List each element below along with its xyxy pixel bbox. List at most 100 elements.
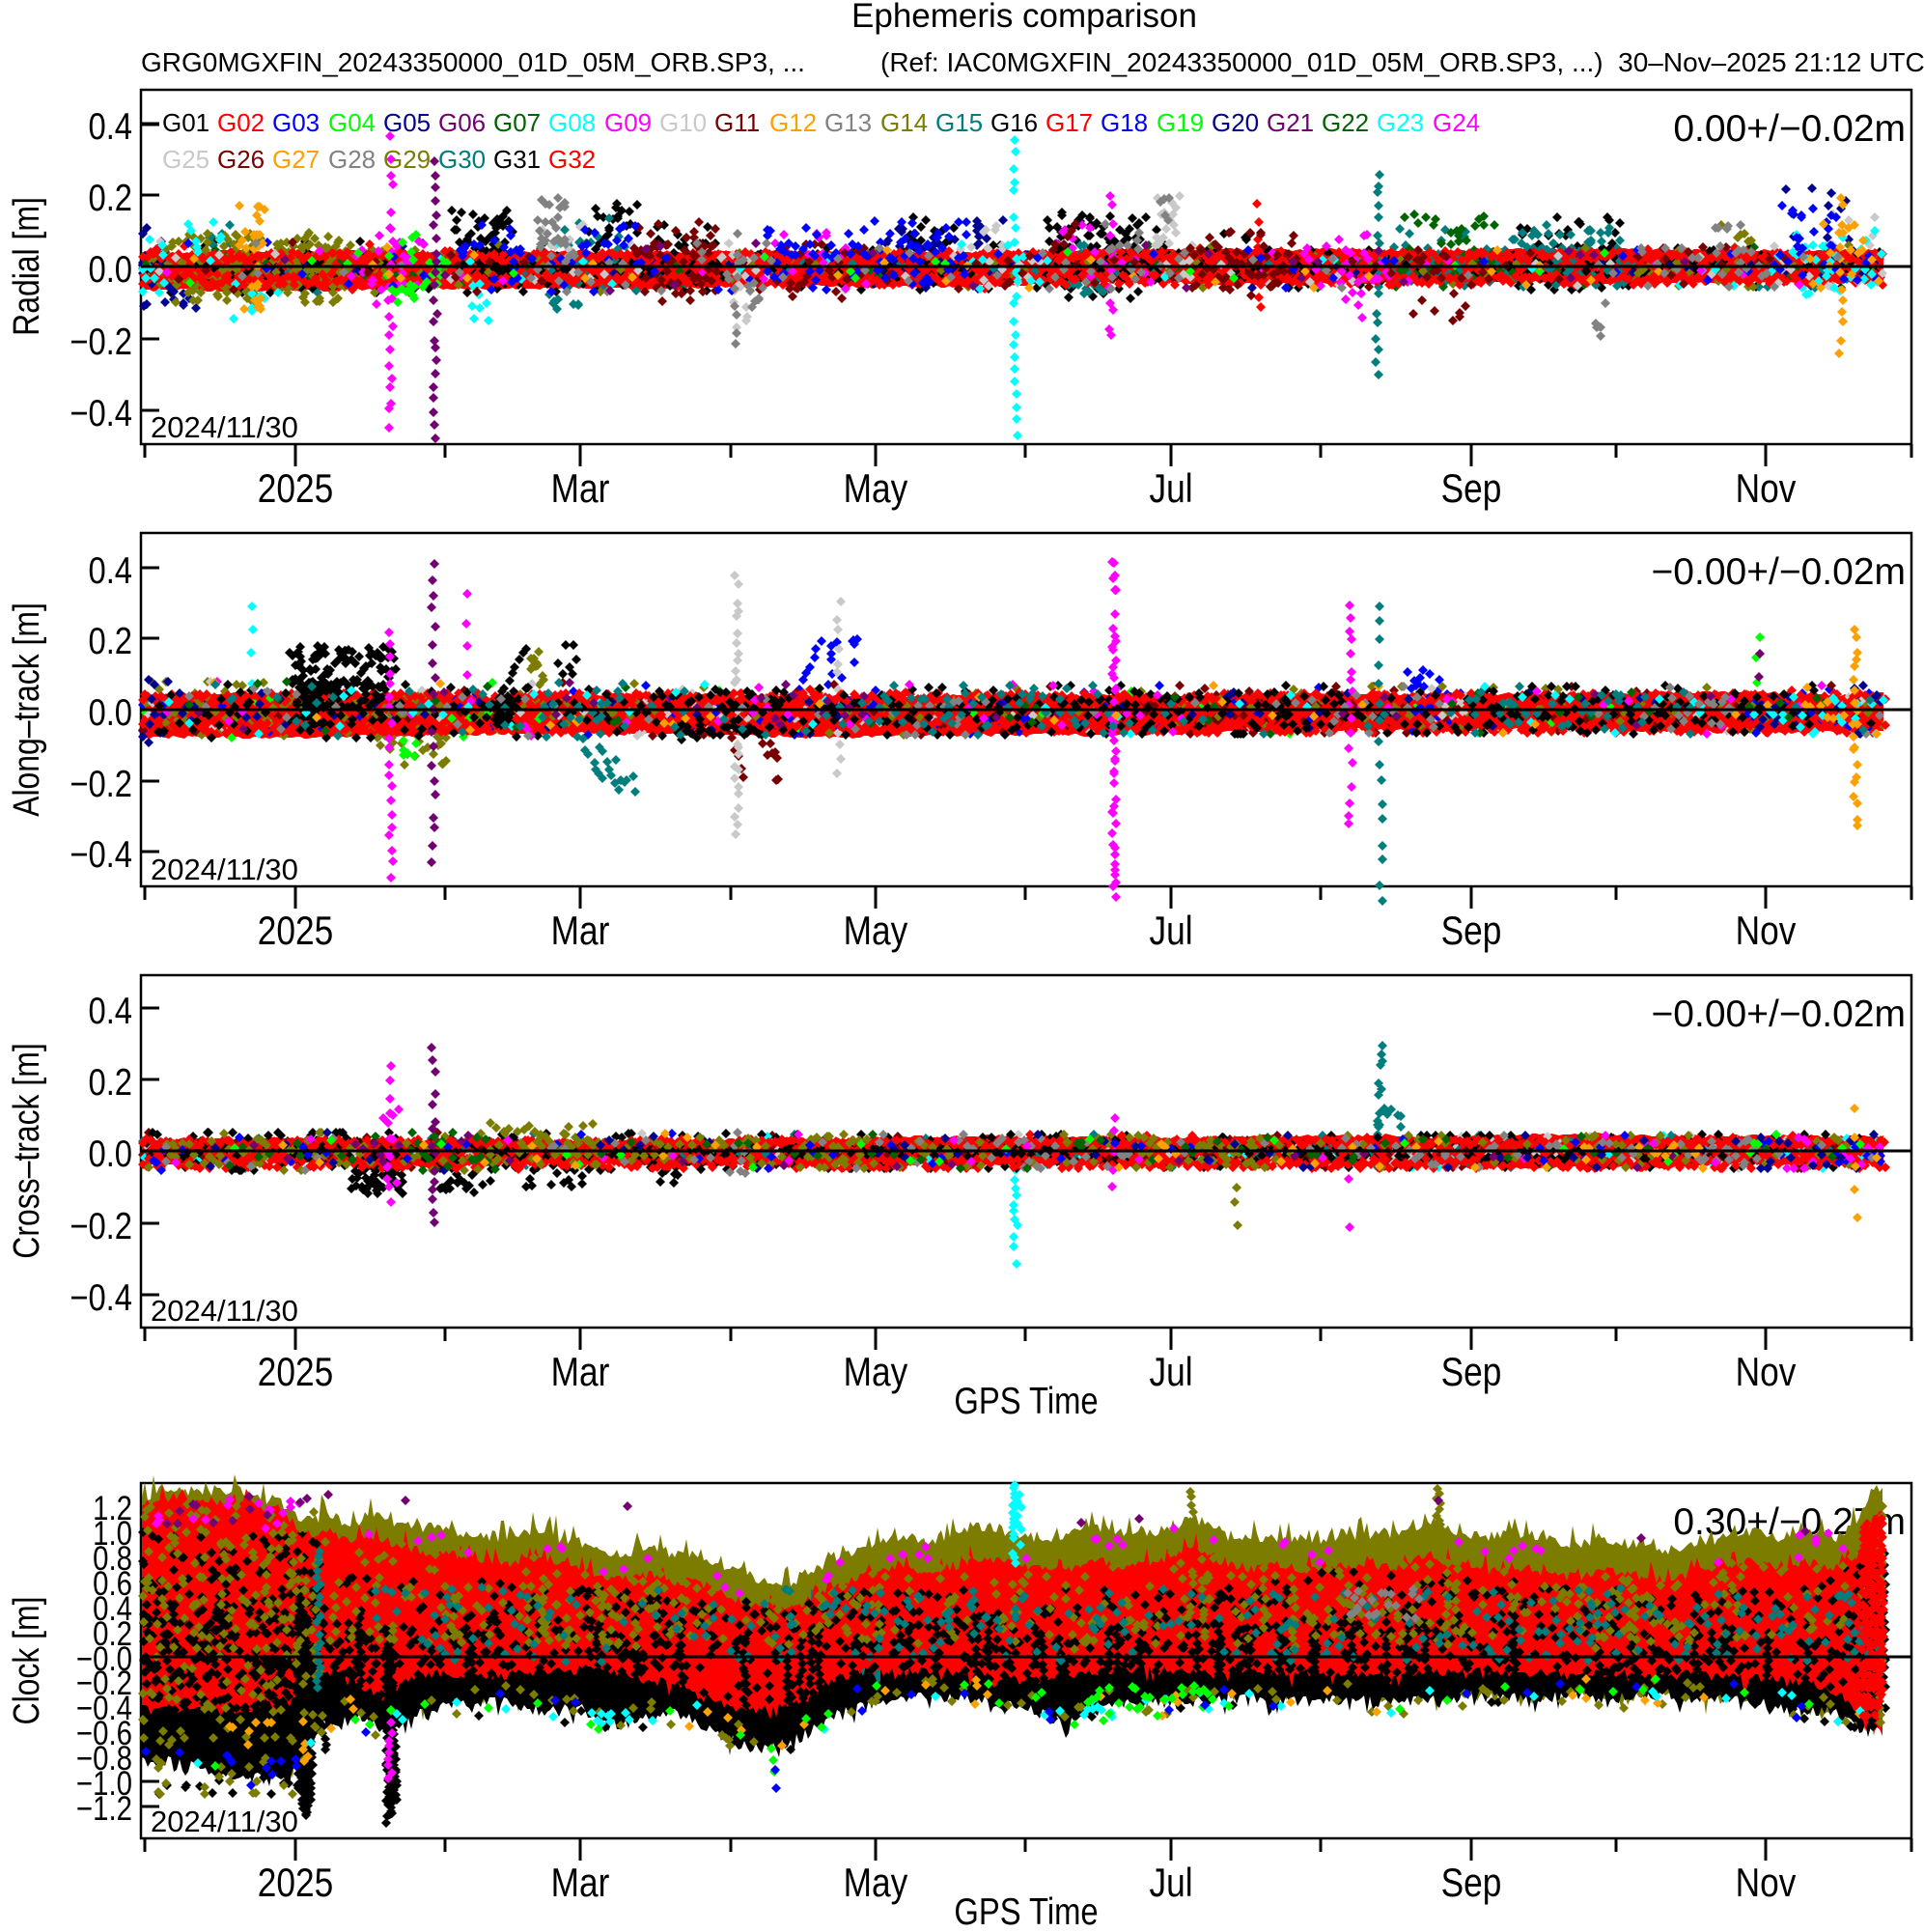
svg-text:G23: G23: [1377, 108, 1424, 137]
svg-text:1.0: 1.0: [93, 1515, 132, 1553]
svg-text:−0.4: −0.4: [70, 1275, 132, 1318]
svg-text:Ephemeris comparison: Ephemeris comparison: [851, 0, 1197, 35]
svg-text:2024/11/30: 2024/11/30: [151, 1294, 298, 1328]
svg-text:−1.2: −1.2: [76, 1790, 132, 1828]
svg-text:G03: G03: [272, 108, 320, 137]
svg-text:May: May: [844, 466, 908, 512]
svg-text:G27: G27: [272, 145, 320, 174]
svg-text:Cross–track [m]: Cross–track [m]: [6, 1043, 46, 1258]
svg-text:G15: G15: [935, 108, 983, 137]
svg-text:Nov: Nov: [1736, 466, 1797, 512]
svg-text:−0.2: −0.2: [70, 1204, 132, 1246]
svg-text:G02: G02: [217, 108, 265, 137]
svg-text:−0.00+/−0.02m: −0.00+/−0.02m: [1652, 551, 1906, 593]
svg-text:GPS Time: GPS Time: [954, 1890, 1098, 1932]
svg-text:0.4: 0.4: [88, 989, 132, 1031]
svg-text:Mar: Mar: [551, 1350, 610, 1395]
svg-text:0.4: 0.4: [93, 1590, 132, 1628]
svg-text:G14: G14: [880, 108, 928, 137]
svg-text:2024/11/30: 2024/11/30: [151, 853, 298, 886]
svg-text:0.4: 0.4: [88, 548, 132, 591]
svg-text:Radial [m]: Radial [m]: [6, 197, 46, 336]
svg-text:G11: G11: [714, 108, 760, 137]
svg-text:0.00+/−0.02m: 0.00+/−0.02m: [1673, 108, 1906, 150]
svg-text:0.2: 0.2: [93, 1615, 132, 1653]
svg-text:Nov: Nov: [1736, 1861, 1797, 1906]
svg-text:Jul: Jul: [1149, 466, 1192, 512]
svg-text:Mar: Mar: [551, 909, 610, 954]
svg-text:Jul: Jul: [1149, 1350, 1192, 1395]
svg-text:G12: G12: [769, 108, 817, 137]
svg-text:G16: G16: [990, 108, 1038, 137]
svg-text:0.4: 0.4: [88, 104, 132, 147]
svg-text:0.2: 0.2: [88, 176, 132, 218]
svg-text:−0.8: −0.8: [76, 1740, 132, 1778]
svg-text:Sep: Sep: [1441, 466, 1502, 512]
svg-text:0.0: 0.0: [88, 1132, 132, 1174]
svg-text:G24: G24: [1433, 108, 1480, 137]
svg-text:Sep: Sep: [1441, 1861, 1502, 1906]
svg-text:May: May: [844, 909, 908, 954]
svg-text:G19: G19: [1157, 108, 1204, 137]
svg-text:G20: G20: [1212, 108, 1259, 137]
svg-text:G26: G26: [217, 145, 265, 174]
svg-text:2025: 2025: [258, 1861, 333, 1906]
svg-text:G30: G30: [438, 145, 486, 174]
svg-text:G13: G13: [824, 108, 872, 137]
svg-text:2025: 2025: [258, 466, 333, 512]
svg-text:−0.2: −0.2: [76, 1665, 132, 1702]
svg-text:0.0: 0.0: [88, 247, 132, 290]
svg-text:G01: G01: [162, 108, 209, 137]
svg-text:1.2: 1.2: [93, 1490, 132, 1527]
svg-text:−0.00+/−0.02m: −0.00+/−0.02m: [1652, 994, 1906, 1035]
svg-text:G05: G05: [383, 108, 431, 137]
svg-text:2025: 2025: [258, 1350, 333, 1395]
svg-text:May: May: [844, 1350, 908, 1395]
svg-text:Clock [m]: Clock [m]: [6, 1597, 46, 1725]
svg-text:Along–track [m]: Along–track [m]: [6, 602, 46, 817]
svg-text:Sep: Sep: [1441, 1350, 1502, 1395]
svg-text:G06: G06: [438, 108, 486, 137]
svg-text:G21: G21: [1267, 108, 1314, 137]
svg-text:Jul: Jul: [1149, 1861, 1192, 1906]
svg-text:0.2: 0.2: [88, 619, 132, 661]
svg-text:May: May: [844, 1861, 908, 1906]
svg-text:−0.4: −0.4: [70, 832, 132, 875]
svg-text:0.6: 0.6: [93, 1565, 132, 1603]
svg-text:Jul: Jul: [1149, 909, 1192, 954]
svg-text:−1.0: −1.0: [76, 1765, 132, 1803]
svg-text:−0.4: −0.4: [76, 1690, 132, 1727]
svg-text:G18: G18: [1101, 108, 1148, 137]
svg-text:Mar: Mar: [551, 466, 610, 512]
svg-text:G04: G04: [328, 108, 376, 137]
svg-text:2025: 2025: [258, 909, 333, 954]
svg-text:2024/11/30: 2024/11/30: [151, 1805, 298, 1838]
svg-text:0.8: 0.8: [93, 1540, 132, 1578]
svg-text:G09: G09: [604, 108, 652, 137]
svg-text:2024/11/30: 2024/11/30: [151, 410, 298, 444]
svg-text:Nov: Nov: [1736, 1350, 1797, 1395]
svg-text:0.2: 0.2: [88, 1060, 132, 1103]
svg-text:G32: G32: [548, 145, 596, 174]
svg-text:−0.2: −0.2: [70, 762, 132, 804]
svg-text:G31: G31: [493, 145, 541, 174]
svg-text:−0.2: −0.2: [70, 320, 132, 362]
svg-text:GPS Time: GPS Time: [954, 1379, 1098, 1421]
svg-text:G29: G29: [383, 145, 431, 174]
svg-text:G07: G07: [493, 108, 541, 137]
svg-text:0.0: 0.0: [88, 690, 132, 733]
svg-text:−0.6: −0.6: [76, 1715, 132, 1752]
svg-text:Sep: Sep: [1441, 909, 1502, 954]
svg-text:(Ref: IAC0MGXFIN_20243350000_0: (Ref: IAC0MGXFIN_20243350000_01D_05M_ORB…: [880, 47, 1924, 77]
svg-text:Nov: Nov: [1736, 909, 1797, 954]
svg-text:G10: G10: [659, 108, 707, 137]
svg-text:G17: G17: [1046, 108, 1093, 137]
svg-text:G28: G28: [328, 145, 376, 174]
svg-text:GRG0MGXFIN_20243350000_01D_05M: GRG0MGXFIN_20243350000_01D_05M_ORB.SP3, …: [141, 47, 805, 77]
svg-text:−0.4: −0.4: [70, 391, 132, 434]
svg-text:−0.0: −0.0: [76, 1640, 132, 1678]
svg-text:G08: G08: [548, 108, 596, 137]
svg-text:G22: G22: [1322, 108, 1369, 137]
svg-text:Mar: Mar: [551, 1861, 610, 1906]
svg-text:G25: G25: [162, 145, 209, 174]
